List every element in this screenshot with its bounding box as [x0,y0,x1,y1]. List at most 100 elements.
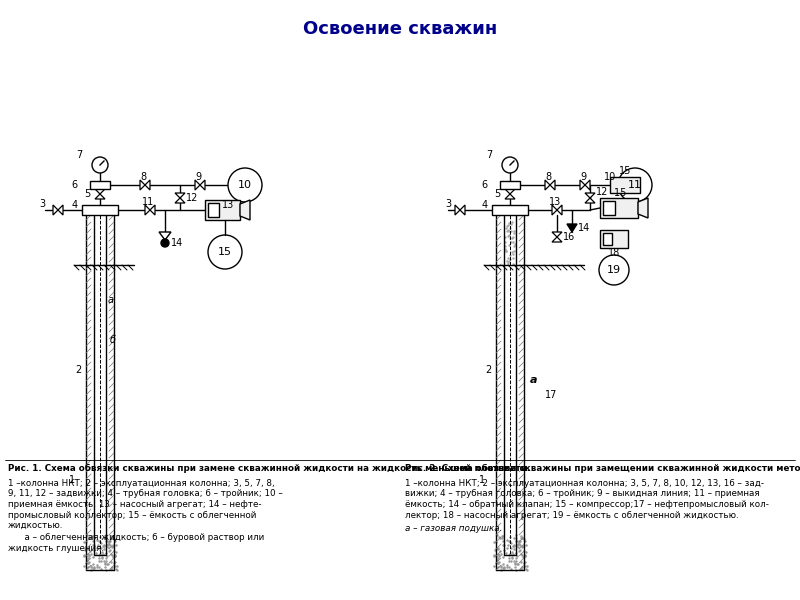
Text: 7: 7 [76,150,82,160]
Bar [603,201,615,215]
Text: Рис. 1. Схема обвязки скважины при замене скважинной жидкости на жидкость меньше: Рис. 1. Схема обвязки скважины при замен… [8,464,530,473]
Bar [82,205,118,215]
Polygon shape [585,198,595,203]
Text: 14: 14 [171,238,183,248]
Text: а – газовая подушка.: а – газовая подушка. [405,524,502,533]
Polygon shape [53,205,58,215]
Polygon shape [545,180,550,190]
Polygon shape [638,198,648,218]
Polygon shape [580,180,585,190]
Text: б: б [110,335,116,345]
Text: 19: 19 [607,265,621,275]
Text: 6: 6 [72,180,78,190]
Text: 7: 7 [486,150,492,160]
Bar [208,203,219,217]
Polygon shape [567,224,577,232]
Polygon shape [140,180,145,190]
Text: вижки; 4 – трубная головка; 6 – тройник; 9 – выкидная линия; 11 – приемная: вижки; 4 – трубная головка; 6 – тройник;… [405,490,760,499]
Circle shape [208,235,242,269]
Text: а: а [108,295,114,305]
Text: 1 –колонна НКТ; 2 – эксплуатационная колонна; 3, 5, 7, 8,: 1 –колонна НКТ; 2 – эксплуатационная кол… [8,479,274,488]
Polygon shape [95,194,105,199]
Text: 8: 8 [545,172,551,182]
Text: 15: 15 [614,188,630,198]
Polygon shape [195,180,200,190]
Text: 10: 10 [604,172,616,182]
Polygon shape [175,198,185,203]
Polygon shape [552,232,562,237]
Polygon shape [455,205,460,215]
Text: 1: 1 [479,475,485,485]
Text: 3: 3 [39,199,45,209]
Circle shape [92,157,108,173]
Text: 14: 14 [578,223,590,233]
Polygon shape [175,193,185,198]
Text: 9, 11, 12 – задвижки; 4 – трубная головка; 6 – тройник; 10 –: 9, 11, 12 – задвижки; 4 – трубная головк… [8,490,282,499]
Circle shape [599,255,629,285]
Text: 4: 4 [72,200,78,210]
Polygon shape [460,205,465,215]
Circle shape [618,168,652,202]
Text: 5: 5 [494,189,500,199]
Polygon shape [552,237,562,242]
Bar [205,200,240,220]
Text: а: а [530,375,538,385]
Text: 13: 13 [222,200,234,210]
Text: 6: 6 [482,180,488,190]
Text: Освоение скважин: Освоение скважин [303,20,497,38]
Text: 4: 4 [482,200,488,210]
Circle shape [502,157,518,173]
Text: 9: 9 [580,172,586,182]
Text: 10: 10 [238,180,252,190]
Polygon shape [550,180,555,190]
Bar [610,177,640,193]
Polygon shape [240,200,250,220]
Text: жидкость глушения.: жидкость глушения. [8,544,104,553]
Polygon shape [150,205,155,215]
Text: 15: 15 [619,166,631,176]
Polygon shape [159,232,171,240]
Text: 8: 8 [140,172,146,182]
Bar [600,230,628,248]
Text: 11: 11 [142,197,154,207]
Text: 2: 2 [75,365,81,375]
Bar [90,181,110,189]
Text: лектор; 18 – насосный агрегат; 19 – ёмкость с облегченной жидкостью.: лектор; 18 – насосный агрегат; 19 – ёмко… [405,511,738,520]
Bar [500,181,520,189]
Text: 12: 12 [186,193,198,203]
Polygon shape [505,194,515,199]
Polygon shape [585,180,590,190]
Text: 17: 17 [545,390,558,400]
Circle shape [228,168,262,202]
Text: Рис. 2. Схема обвязки скважины при замещении скважинной жидкости методом воздушн: Рис. 2. Схема обвязки скважины при замещ… [405,464,800,473]
Text: 12: 12 [596,187,608,197]
Text: 9: 9 [195,172,201,182]
Polygon shape [58,205,63,215]
Text: 5: 5 [84,189,90,199]
Bar [492,205,528,215]
Polygon shape [552,205,557,215]
Text: приемная ёмкость; 13 – насосный агрегат; 14 – нефте-: приемная ёмкость; 13 – насосный агрегат;… [8,500,262,509]
Circle shape [161,239,169,247]
Text: 13: 13 [549,197,561,207]
Bar [600,198,638,218]
Polygon shape [557,205,562,215]
Text: а – облегченная жидкость; б – буровой раствор или: а – облегченная жидкость; б – буровой ра… [8,533,264,542]
Text: 16: 16 [563,232,575,242]
Text: промысловый коллектор; 15 – ёмкость с облегченной: промысловый коллектор; 15 – ёмкость с об… [8,511,256,520]
Text: 1 –колонна НКТ; 2 – эксплуатационная колонна; 3, 5, 7, 8, 10, 12, 13, 16 – зад-: 1 –колонна НКТ; 2 – эксплуатационная кол… [405,479,764,488]
Polygon shape [95,189,105,194]
Polygon shape [145,180,150,190]
Polygon shape [505,189,515,194]
Polygon shape [585,193,595,198]
Text: 11: 11 [628,180,642,190]
Text: 18: 18 [608,248,620,258]
Polygon shape [200,180,205,190]
Bar [603,233,612,245]
Text: 2: 2 [485,365,491,375]
Polygon shape [145,205,150,215]
Text: 15: 15 [218,247,232,257]
Text: 1: 1 [69,475,75,485]
Text: ёмкость; 14 – обратный клапан; 15 – компрессор;17 – нефтепромысловый кол-: ёмкость; 14 – обратный клапан; 15 – комп… [405,500,769,509]
Text: жидкостью.: жидкостью. [8,521,63,530]
